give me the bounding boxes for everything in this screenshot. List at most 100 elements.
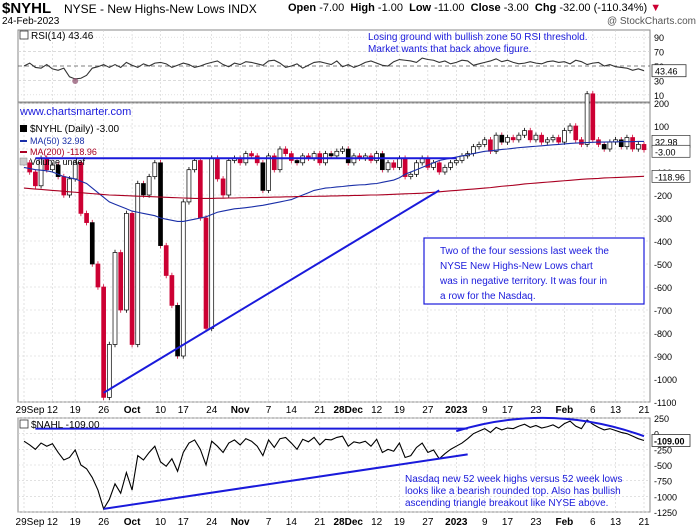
- candle-body: [277, 148, 283, 171]
- candle-body: [266, 155, 271, 191]
- x-axis-label-bottom: 13: [610, 517, 622, 528]
- ma50-value-tag: 32.98: [655, 137, 678, 147]
- x-axis-label: 13: [610, 405, 622, 416]
- main-tick-label: -200: [654, 191, 672, 201]
- candle-body: [209, 157, 215, 329]
- candle-body: [590, 93, 596, 141]
- high-label: High: [350, 2, 375, 14]
- watermark-url: www.chartsmarter.com: [19, 106, 131, 118]
- rsi-tick-label: 30: [654, 76, 664, 86]
- candle-body: [50, 164, 55, 171]
- rsi-legend-swatch: [19, 30, 29, 40]
- open-value: -7.00: [319, 2, 345, 14]
- x-axis-label-bottom: 28Dec: [333, 517, 363, 528]
- ma200-value-tag-box: [651, 170, 691, 183]
- candle-body: [618, 139, 624, 148]
- candle-body: [493, 134, 499, 152]
- candle-body: [215, 157, 220, 180]
- candle-body: [340, 148, 345, 152]
- x-axis-label-bottom: Oct: [124, 517, 141, 528]
- legend-symbol: $NYHL (Daily) -3.00: [30, 124, 120, 135]
- lower-annotation-line: ascending triangle breakout like NYSE ab…: [405, 498, 608, 509]
- ma200-line: [23, 175, 645, 199]
- rsi-annotation-line: Market wants that back above figure.: [368, 44, 531, 55]
- main-annotation-line: NYSE New Highs-New Lows chart: [440, 261, 593, 272]
- x-axis-label: 14: [286, 405, 298, 416]
- x-axis-label: 6: [590, 405, 596, 416]
- lower-annotation-line: Nasdaq new 52 week highs versus 52 week …: [405, 474, 622, 485]
- candle-body: [146, 176, 152, 196]
- candle-body: [220, 178, 226, 196]
- candle-body: [641, 144, 647, 151]
- ohlc-readout: Open -7.00 High -1.00 Low -11.00 Close -…: [288, 2, 661, 14]
- main-tick-label: -700: [654, 306, 672, 316]
- x-axis-label-bottom: 14: [286, 517, 298, 528]
- candle-body: [334, 150, 340, 157]
- x-axis-label-bottom: 7: [266, 517, 272, 528]
- candle-body: [476, 144, 482, 148]
- close-value-tag-box: [651, 144, 691, 158]
- candle-body: [522, 130, 527, 136]
- candle-body: [203, 217, 209, 329]
- chart-date: 24-Feb-2023: [2, 16, 60, 27]
- candle-body: [197, 160, 203, 219]
- x-axis-label: 12: [47, 405, 59, 416]
- candle-body: [84, 213, 89, 223]
- x-axis-label-bottom: Feb: [555, 517, 573, 528]
- x-axis-label-bottom: 26: [98, 517, 110, 528]
- candle-body: [579, 139, 584, 145]
- candle-body: [544, 139, 550, 143]
- candle-body: [499, 134, 505, 143]
- candle-body: [67, 178, 72, 196]
- candle-body: [152, 162, 158, 177]
- candle-body: [573, 125, 579, 141]
- nahl-legend-swatch: [19, 419, 29, 429]
- x-axis-label: 17: [502, 405, 514, 416]
- x-axis-label: 21: [638, 405, 650, 416]
- rsi-tick-label: 10: [654, 91, 664, 101]
- lower-annotation-line: looks like a bearish rounded top. Also h…: [405, 486, 621, 497]
- low-label: Low: [409, 2, 432, 14]
- main-annotation-line: a row for the Nasdaq.: [440, 291, 536, 302]
- candle-body: [33, 171, 38, 187]
- x-axis-label: 2023: [445, 405, 468, 416]
- candle-body: [374, 153, 380, 161]
- candle-body: [453, 160, 459, 164]
- candle-body: [180, 201, 186, 357]
- candle-body: [254, 155, 260, 164]
- candle-body: [78, 162, 84, 214]
- candle-body: [533, 134, 539, 141]
- candle-body: [567, 125, 573, 131]
- ma200-value-tag: -118.96: [655, 172, 685, 182]
- candle-body: [95, 263, 101, 288]
- candle-body: [442, 167, 448, 173]
- chg-value: -32.00 (-110.34%): [559, 2, 648, 14]
- lower-tick-label: -250: [654, 445, 672, 455]
- main-tick-label: 100: [654, 122, 669, 132]
- x-axis-label: 28Dec: [333, 405, 363, 416]
- main-tick-label: -800: [654, 329, 672, 339]
- candle-body: [112, 252, 118, 345]
- candle-body: [630, 137, 635, 150]
- candle-body: [186, 169, 192, 203]
- copyright-label: @ StockCharts.com: [606, 16, 696, 27]
- x-axis-label: 24: [206, 405, 218, 416]
- close-value: -3.00: [503, 2, 529, 14]
- candle-body: [539, 134, 544, 143]
- main-tick-label: -1000: [654, 375, 677, 385]
- candle-body: [345, 148, 351, 164]
- lower-annotation: Nasdaq new 52 week highs versus 52 week …: [405, 474, 622, 509]
- candle-body: [448, 162, 453, 168]
- lower-support-trendline: [103, 453, 468, 510]
- lower-tick-label: -1250: [654, 508, 677, 518]
- x-axis-label: Feb: [555, 405, 573, 416]
- lower-tick-label: 250: [654, 414, 669, 424]
- candle-body: [391, 162, 397, 168]
- nahl-line: [23, 419, 645, 511]
- candle-body: [408, 173, 414, 177]
- candle-body: [562, 130, 567, 143]
- candle-body: [607, 141, 613, 150]
- x-axis-label-bottom: 10: [155, 517, 167, 528]
- candle-body: [61, 176, 67, 196]
